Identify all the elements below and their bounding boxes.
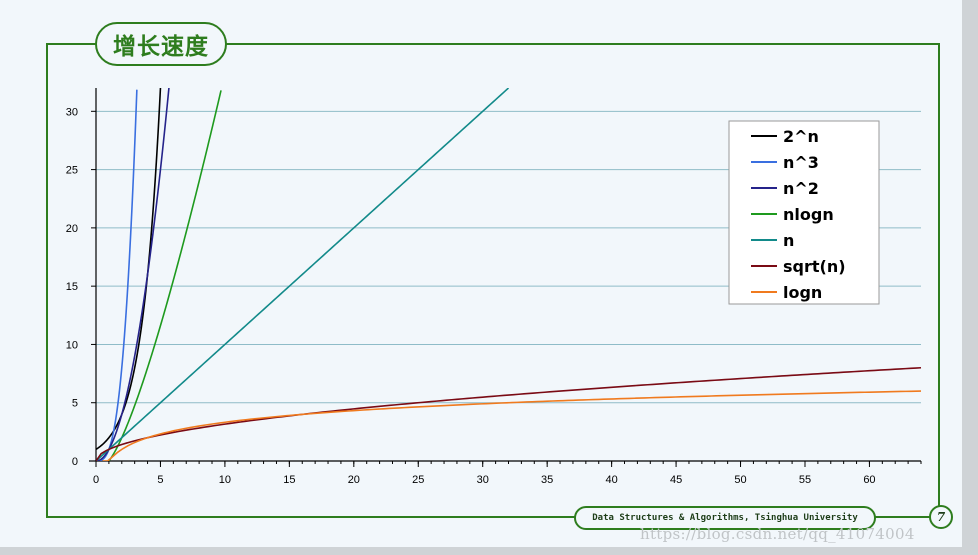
y-tick-label-20: 20 <box>66 223 78 235</box>
page-number: 7 <box>929 505 953 529</box>
legend-label-n-3: n^3 <box>783 153 819 172</box>
legend-label-logn: logn <box>783 283 822 302</box>
y-tick-label-5: 5 <box>72 398 78 410</box>
watermark-url: https://blog.csdn.net/qq_41074004 <box>640 525 915 543</box>
series-line-n <box>96 88 510 461</box>
x-tick-label-50: 50 <box>734 474 746 486</box>
legend-box <box>728 120 880 305</box>
slide-frame <box>46 43 940 518</box>
y-tick-label-25: 25 <box>66 165 78 177</box>
x-tick-label-40: 40 <box>606 474 618 486</box>
series-line-logn <box>102 390 922 461</box>
x-tick-label-25: 25 <box>412 474 424 486</box>
y-tick-label-15: 15 <box>66 281 78 293</box>
legend-label-sqrt-n-: sqrt(n) <box>783 257 846 276</box>
footer-caption: Data Structures & Algorithms, Tsinghua U… <box>574 506 876 530</box>
series-line-nlogn <box>108 90 222 461</box>
slide-title: 增长速度 <box>95 22 227 66</box>
x-tick-label-55: 55 <box>799 474 811 486</box>
y-tick-label-30: 30 <box>66 106 78 118</box>
legend-label-nlogn: nlogn <box>783 205 834 224</box>
x-tick-label-30: 30 <box>477 474 489 486</box>
x-tick-label-45: 45 <box>670 474 682 486</box>
y-tick-label-10: 10 <box>66 339 78 351</box>
x-tick-label-35: 35 <box>541 474 553 486</box>
x-tick-label-10: 10 <box>219 474 231 486</box>
legend-label-n: n <box>783 231 794 250</box>
legend-label-2-n: 2^n <box>783 127 819 146</box>
legend-label-n-2: n^2 <box>783 179 819 198</box>
x-tick-label-60: 60 <box>863 474 875 486</box>
series-line-sqrt-n- <box>96 366 922 461</box>
x-tick-label-5: 5 <box>157 474 163 486</box>
x-tick-label-0: 0 <box>93 474 99 486</box>
y-tick-label-0: 0 <box>72 456 78 468</box>
series-line-2-n <box>96 88 162 451</box>
series-line-n-3 <box>96 89 138 461</box>
x-tick-label-15: 15 <box>283 474 295 486</box>
x-tick-label-20: 20 <box>348 474 360 486</box>
